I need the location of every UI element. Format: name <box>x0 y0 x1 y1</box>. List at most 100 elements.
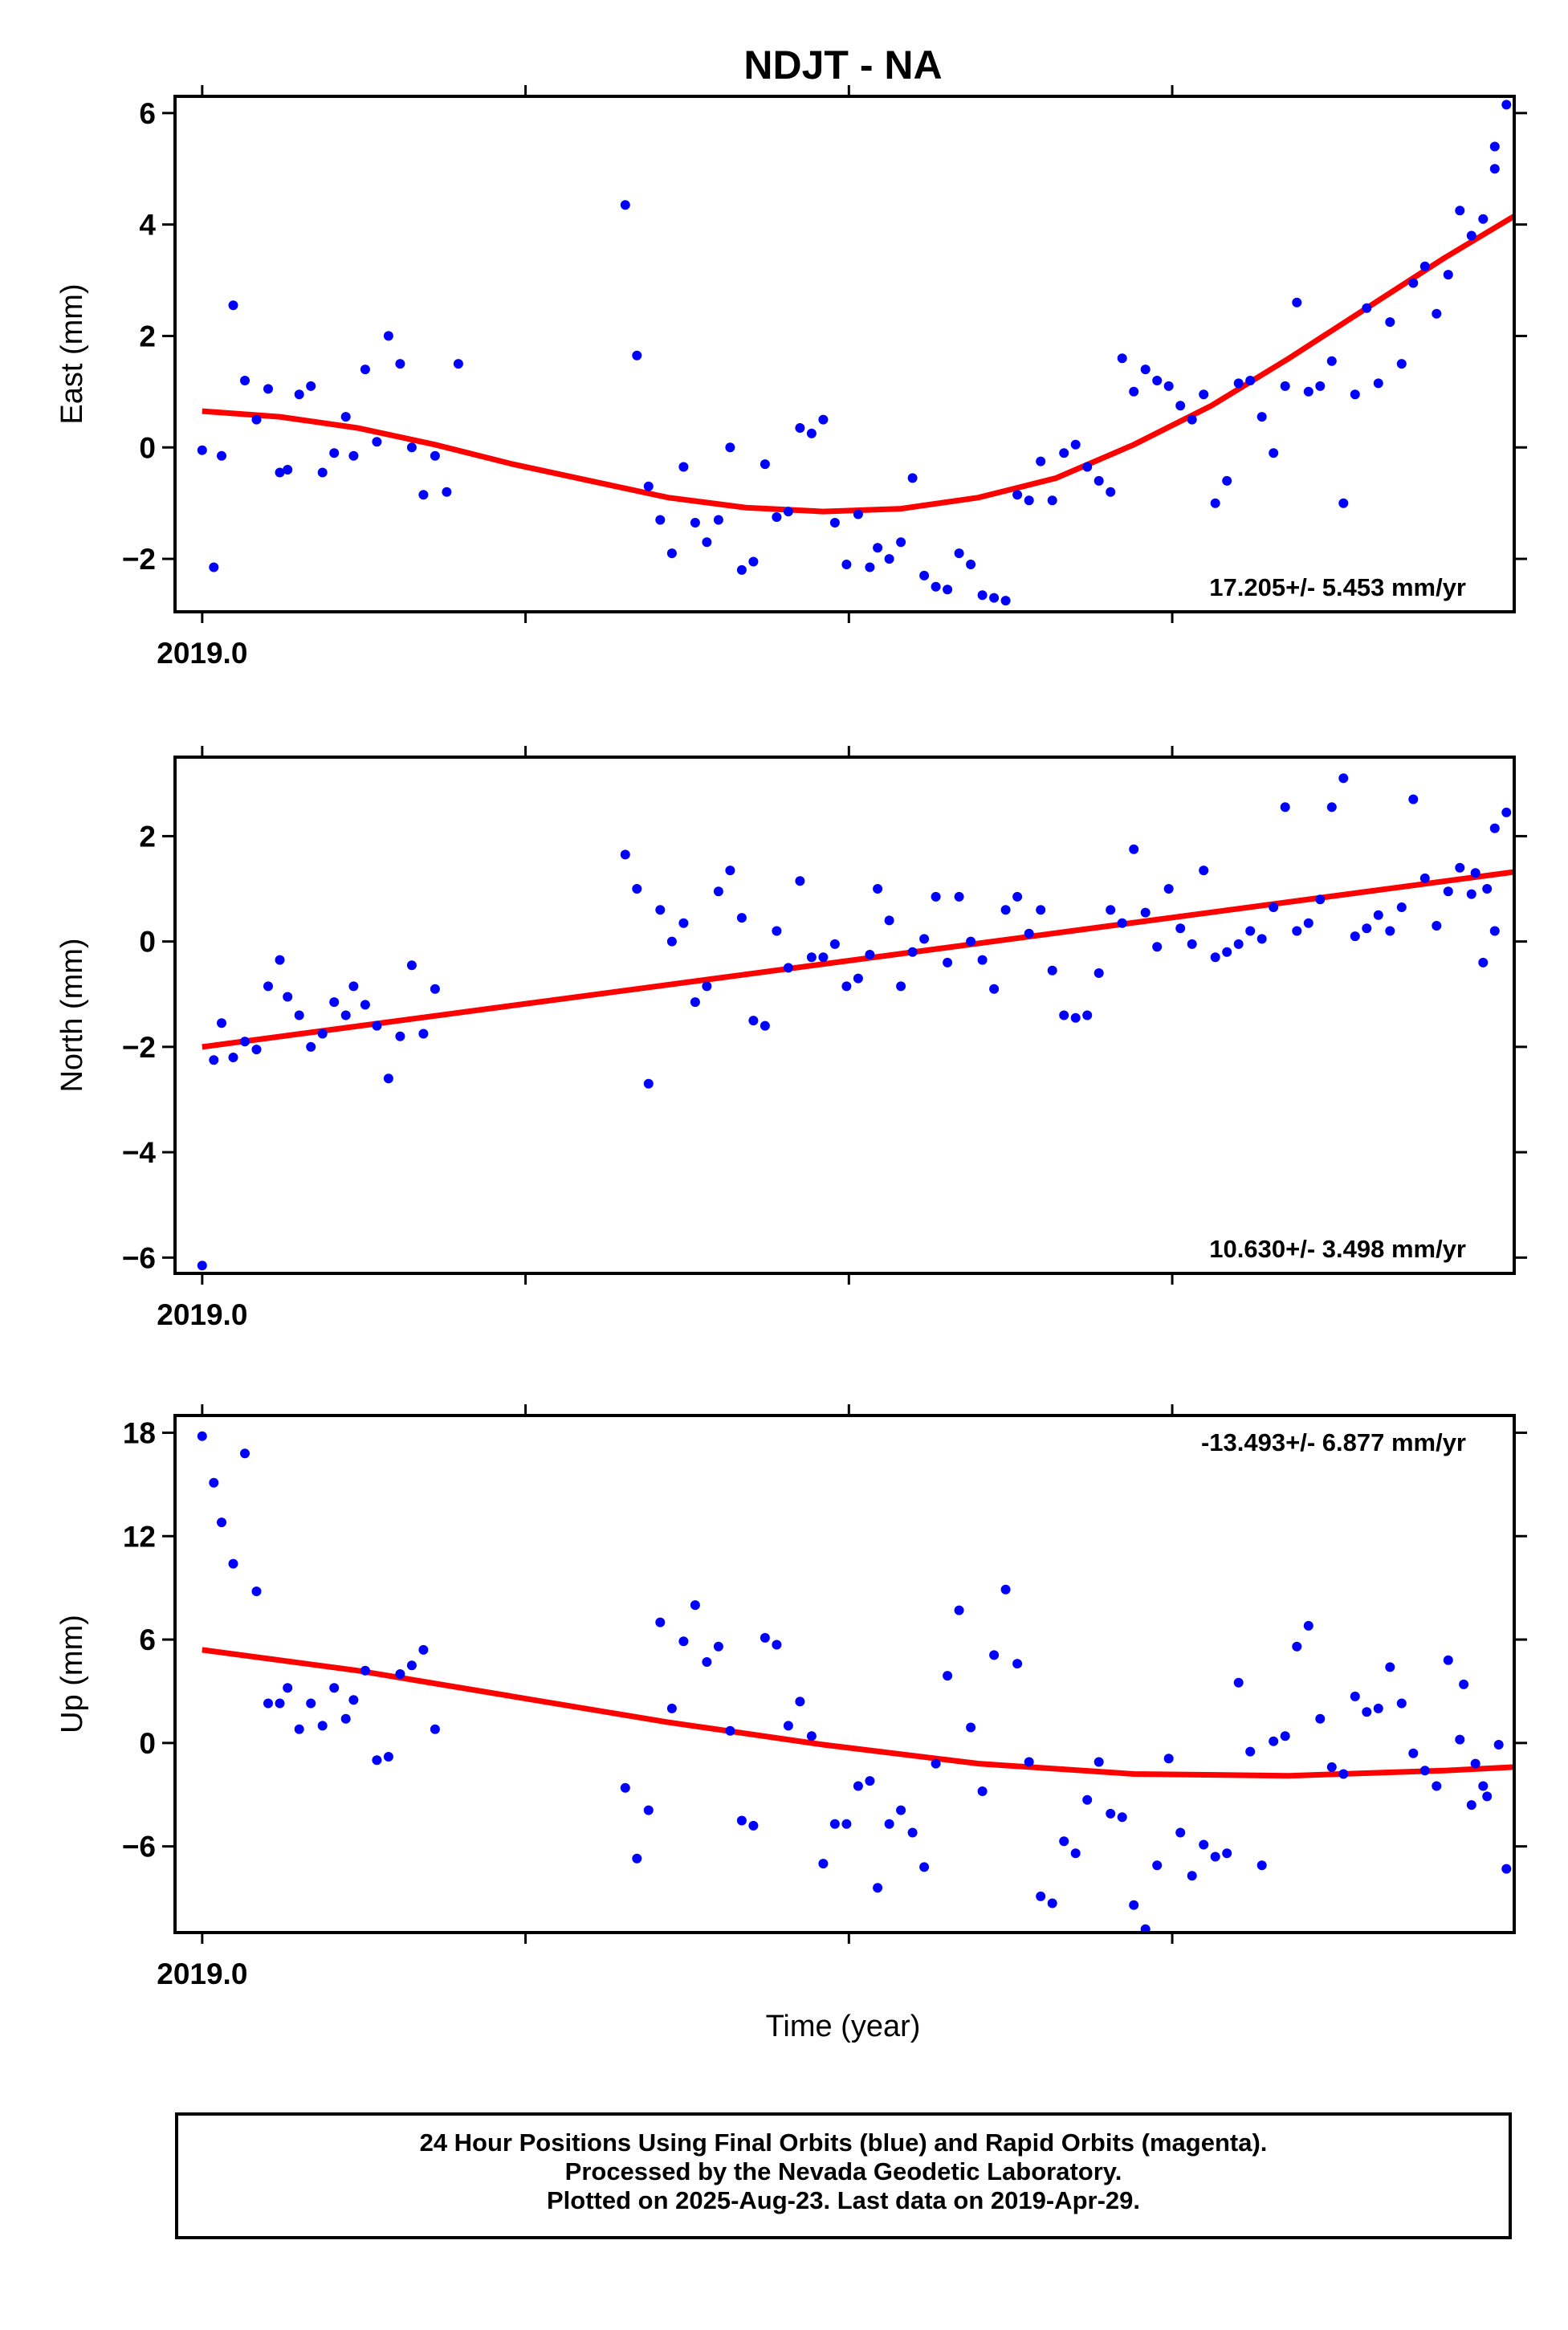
data-point <box>442 487 452 497</box>
data-point <box>1233 1677 1244 1688</box>
data-point <box>306 1041 316 1052</box>
data-point <box>783 963 793 973</box>
data-point <box>1292 926 1302 936</box>
data-point <box>1269 1736 1279 1746</box>
data-point <box>1350 389 1360 400</box>
data-point <box>1036 456 1046 466</box>
data-point <box>954 891 964 902</box>
data-point <box>360 365 370 375</box>
data-point <box>1459 1679 1469 1689</box>
data-point <box>931 581 941 592</box>
footer-line-1: 24 Hour Positions Using Final Orbits (bl… <box>419 2128 1268 2157</box>
data-point <box>240 1037 250 1047</box>
data-point <box>829 1819 840 1829</box>
data-point <box>873 884 883 894</box>
data-point <box>1489 164 1500 174</box>
data-point <box>1489 926 1500 936</box>
data-point <box>865 950 875 959</box>
data-point <box>251 1045 262 1055</box>
data-point <box>1350 931 1360 942</box>
data-point <box>383 1752 393 1762</box>
data-point <box>1373 378 1383 389</box>
plot-frame <box>173 1414 1516 1934</box>
data-points <box>197 100 1514 606</box>
data-point <box>1338 1769 1349 1779</box>
data-point <box>228 1558 238 1569</box>
data-point <box>1478 1781 1489 1791</box>
data-point <box>1482 1791 1493 1802</box>
data-point <box>294 389 304 400</box>
data-point <box>395 359 405 369</box>
data-point <box>1396 902 1407 912</box>
data-point <box>1024 928 1034 939</box>
fit-line <box>202 1647 1514 1779</box>
data-point <box>1432 1781 1442 1791</box>
data-point <box>1432 921 1442 931</box>
data-point <box>1280 381 1290 391</box>
data-point <box>795 876 805 886</box>
data-point <box>806 428 817 438</box>
rate-annotation: 10.630+/- 3.498 mm/yr <box>1209 1235 1466 1263</box>
data-point <box>360 1665 370 1676</box>
data-point <box>1070 1848 1081 1859</box>
y-tick-label: 6 <box>139 1623 156 1656</box>
data-point <box>632 884 642 894</box>
data-point <box>989 1650 1000 1660</box>
data-point <box>209 562 219 572</box>
data-point <box>896 981 906 992</box>
data-point <box>329 997 340 1008</box>
data-point <box>643 481 654 491</box>
data-point <box>1129 386 1139 397</box>
data-point <box>655 1617 666 1627</box>
y-tick-label: 18 <box>123 1416 156 1449</box>
data-point <box>678 462 689 472</box>
data-point <box>1373 910 1383 920</box>
data-point <box>632 1853 642 1864</box>
data-point <box>977 955 988 965</box>
data-point <box>1470 1758 1480 1769</box>
x-axis-label: Time (year) <box>766 2010 921 2043</box>
y-tick-label: 2 <box>139 320 156 352</box>
plot-frame <box>173 756 1516 1275</box>
data-point <box>1373 1703 1383 1713</box>
data-point <box>643 1805 654 1815</box>
data-point <box>1443 270 1453 280</box>
data-point <box>430 1724 440 1734</box>
data-point <box>736 564 747 575</box>
data-point <box>228 300 238 311</box>
data-point <box>340 1713 351 1724</box>
data-point <box>197 1431 207 1441</box>
data-point <box>690 1600 700 1611</box>
data-point <box>1059 1010 1069 1020</box>
data-point <box>1315 381 1326 391</box>
data-point <box>251 414 262 425</box>
fit-line <box>202 869 1514 1050</box>
data-point <box>829 518 840 528</box>
data-point <box>1489 141 1500 152</box>
y-tick-label: 6 <box>139 97 156 130</box>
data-point <box>772 512 782 522</box>
data-point <box>1493 1740 1504 1750</box>
data-point <box>1012 891 1023 902</box>
data-point <box>418 1029 429 1039</box>
data-point <box>620 200 630 210</box>
data-point <box>760 1632 770 1643</box>
data-point <box>853 509 863 519</box>
data-point <box>931 891 941 902</box>
data-point <box>1152 1860 1163 1871</box>
data-point <box>283 465 293 475</box>
data-point <box>678 918 689 928</box>
data-point <box>795 1697 805 1707</box>
data-point <box>317 467 328 478</box>
data-point <box>666 936 677 947</box>
data-point <box>783 1721 793 1731</box>
data-point <box>1256 412 1267 422</box>
data-point <box>1315 894 1326 905</box>
data-point <box>725 866 735 876</box>
data-point <box>989 593 1000 603</box>
data-point <box>702 1657 712 1667</box>
data-point <box>1175 401 1186 411</box>
data-point <box>1210 952 1220 963</box>
data-point <box>1396 1698 1407 1709</box>
